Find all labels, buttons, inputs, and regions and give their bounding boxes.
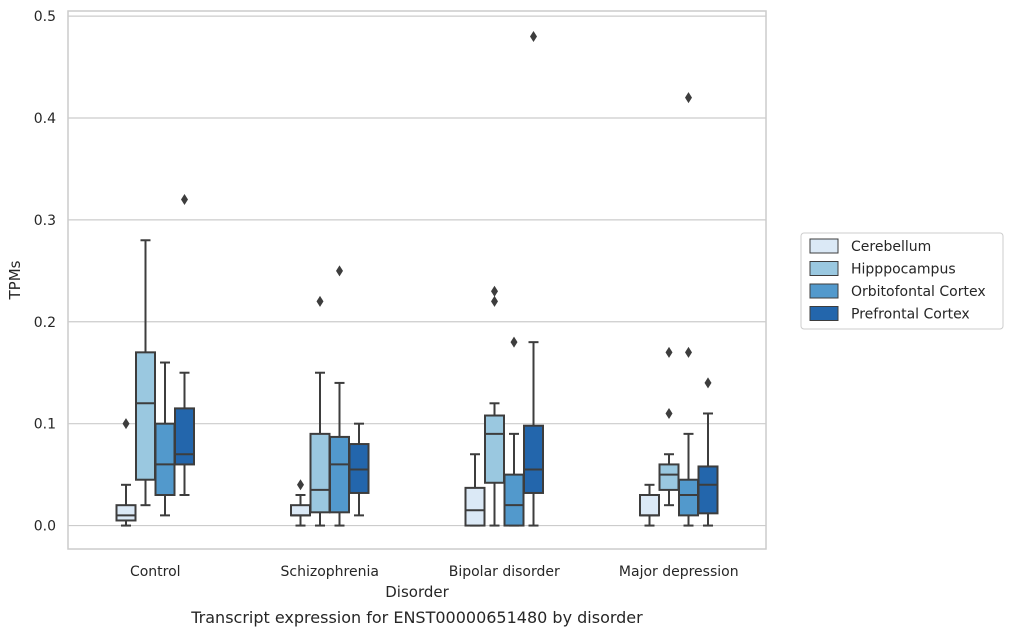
outlier-point xyxy=(510,336,518,348)
box-body xyxy=(115,504,137,522)
outlier-point xyxy=(181,194,188,206)
y-tick-label: 0.0 xyxy=(34,519,56,535)
y-tick-label: 0.2 xyxy=(34,315,56,331)
box xyxy=(115,418,137,527)
box-body xyxy=(484,414,505,484)
x-axis-ticks: Control Schizophrenia Bipolar disorder Majo… xyxy=(130,564,739,580)
y-tick-label: 0.1 xyxy=(34,417,56,433)
legend-item: Cerebellum xyxy=(809,238,931,255)
legend-swatch xyxy=(809,261,839,276)
y-tick-label: 0.5 xyxy=(34,9,56,25)
legend-swatch xyxy=(809,306,839,321)
box xyxy=(154,361,176,517)
box xyxy=(290,479,311,527)
category-group xyxy=(290,265,370,527)
box-body xyxy=(154,422,176,496)
box xyxy=(329,265,350,527)
box-body xyxy=(639,493,660,517)
legend-label: Hipppocampus xyxy=(851,262,956,278)
y-tick-label: 0.3 xyxy=(34,213,56,229)
box xyxy=(658,346,680,507)
box xyxy=(523,30,544,527)
box-body xyxy=(174,407,195,466)
box-groups xyxy=(115,30,719,527)
box xyxy=(697,377,719,527)
y-axis-ticks: 0.0 0.1 0.2 0.3 0.4 0.5 xyxy=(34,9,56,534)
legend-frame xyxy=(800,232,1004,330)
legend-item: Orbitofontal Cortex xyxy=(809,283,986,300)
category-group xyxy=(115,194,195,527)
outlier-point xyxy=(297,479,304,491)
box-body xyxy=(135,351,156,481)
outlier-point xyxy=(704,377,712,389)
box xyxy=(503,336,525,527)
legend-item: Hipppocampus xyxy=(809,261,956,278)
legend-label: Cerebellum xyxy=(851,239,931,255)
category-group xyxy=(464,30,544,527)
outlier-point xyxy=(336,265,343,277)
box xyxy=(174,194,195,496)
x-tick-label: Major depression xyxy=(619,564,739,580)
outlier-point xyxy=(491,295,498,307)
x-tick-label: Schizophrenia xyxy=(281,564,379,580)
plot-frame xyxy=(67,10,767,550)
y-tick-label: 0.4 xyxy=(34,111,56,127)
box xyxy=(309,295,331,527)
box xyxy=(348,422,370,517)
legend-swatch xyxy=(809,283,839,299)
x-axis-title: Disorder xyxy=(385,583,449,601)
box-body xyxy=(503,473,525,527)
box-body xyxy=(678,478,699,517)
outlier-point xyxy=(491,285,498,297)
box xyxy=(678,92,699,527)
box-body xyxy=(309,432,331,514)
outlier-point xyxy=(685,346,692,358)
legend: Cerebellum Hipppocampus Orbitofontal Corte… xyxy=(800,232,1004,330)
box-body xyxy=(348,443,370,494)
box-body xyxy=(464,486,486,527)
box-body xyxy=(697,465,719,515)
box-body xyxy=(329,435,350,514)
box-body xyxy=(290,504,311,517)
legend-label: Prefrontal Cortex xyxy=(851,307,970,323)
box xyxy=(464,453,486,527)
outlier-point xyxy=(122,418,130,430)
box xyxy=(639,483,660,527)
legend-label: Orbitofontal Cortex xyxy=(851,284,986,300)
x-tick-label: Bipolar disorder xyxy=(449,564,560,580)
box xyxy=(484,285,505,527)
outlier-point xyxy=(530,30,537,42)
box-body xyxy=(523,424,544,494)
outlier-point xyxy=(665,346,673,358)
box-body xyxy=(658,463,680,491)
outlier-point xyxy=(685,92,692,104)
category-group xyxy=(639,92,719,527)
legend-item: Prefrontal Cortex xyxy=(809,306,970,323)
box xyxy=(135,239,156,507)
outlier-point xyxy=(316,295,324,307)
chart-caption: Transcript expression for ENST0000065148… xyxy=(190,608,643,627)
y-axis-title: TPMs xyxy=(6,260,24,300)
legend-swatch xyxy=(809,238,839,254)
x-tick-label: Control xyxy=(130,564,181,580)
outlier-point xyxy=(665,407,673,419)
